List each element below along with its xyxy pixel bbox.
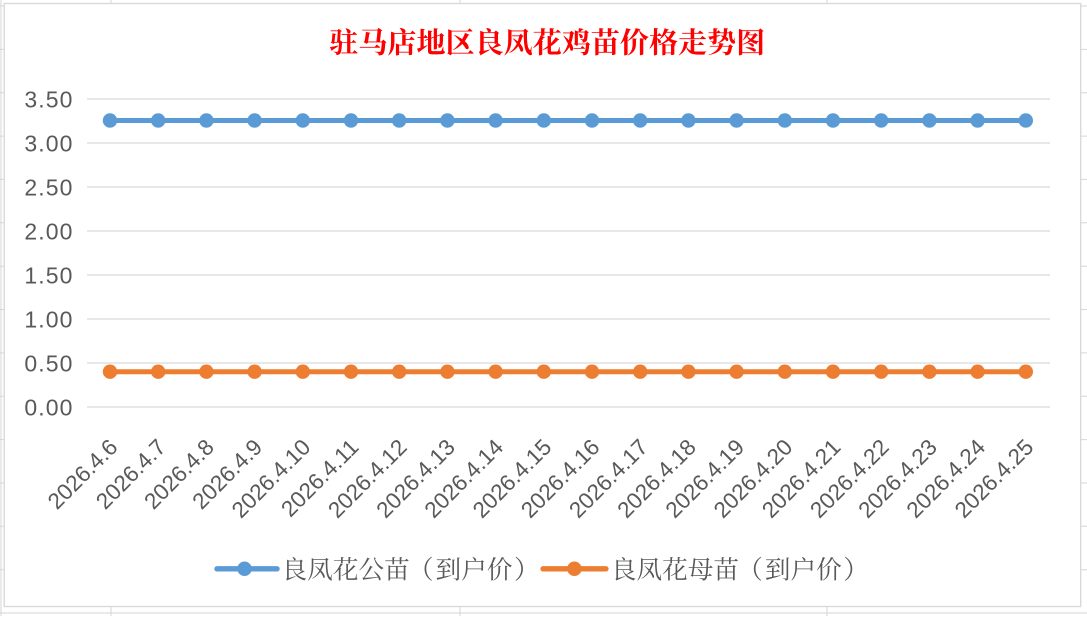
svg-text:0.50: 0.50 <box>24 350 73 376</box>
svg-text:2.00: 2.00 <box>24 218 73 244</box>
svg-text:0.00: 0.00 <box>24 394 73 420</box>
svg-text:1.00: 1.00 <box>24 306 73 332</box>
svg-text:2.50: 2.50 <box>24 174 73 200</box>
svg-text:3.50: 3.50 <box>24 86 73 112</box>
svg-text:3.00: 3.00 <box>24 130 73 156</box>
svg-text:1.50: 1.50 <box>24 262 73 288</box>
